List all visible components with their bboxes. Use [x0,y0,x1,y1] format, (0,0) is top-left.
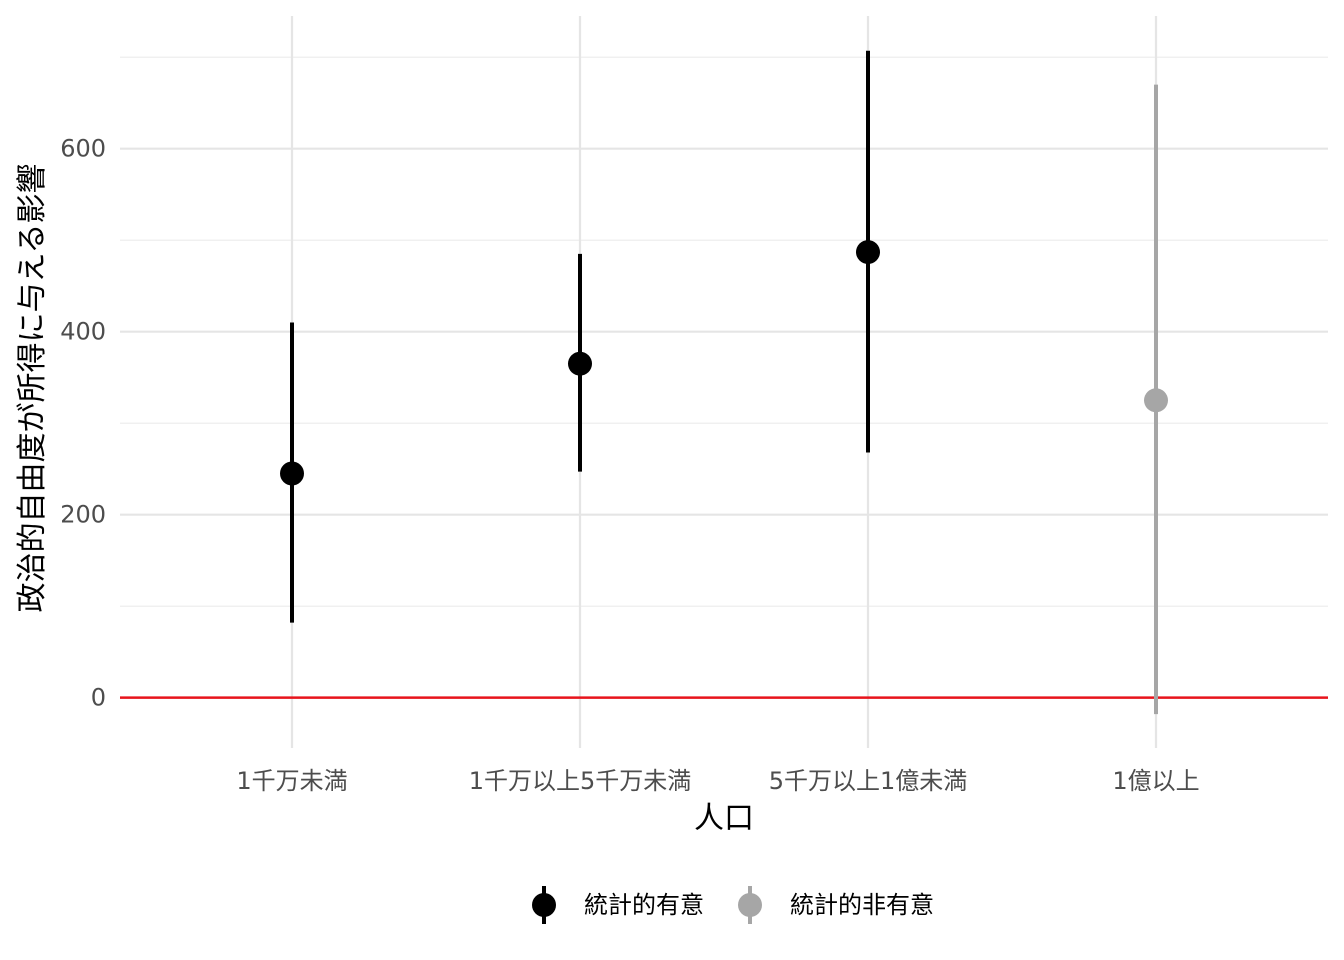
point-ranges [280,50,1168,715]
legend-key-point [738,893,762,917]
estimate-point [280,461,304,486]
major-gridlines [120,16,1328,748]
y-tick-labels: 0 200 400 600 [60,135,106,712]
y-tick-label: 0 [91,684,106,712]
estimate-point [1144,388,1168,413]
x-axis-title: 人口 [694,801,754,836]
legend: 統計的有意 統計的非有意 [532,886,934,924]
y-tick-label: 600 [60,135,106,163]
y-tick-label: 200 [60,501,106,529]
x-tick-label: 5千万以上1億未満 [769,767,968,795]
y-tick-label: 400 [60,318,106,346]
legend-label: 統計的有意 [584,891,704,919]
x-tick-label: 1千万未満 [236,767,347,795]
x-tick-label: 1億以上 [1112,767,1199,795]
y-axis-title: 政治的自由度が所得に与える影響 [15,163,50,612]
legend-label: 統計的非有意 [790,891,934,919]
legend-key-point [532,893,556,917]
estimate-point [856,240,880,265]
x-tick-labels: 1千万未満 1千万以上5千万未満 5千万以上1億未満 1億以上 [236,767,1199,795]
minor-gridlines [120,56,1328,607]
estimate-point [568,351,592,376]
x-tick-label: 1千万以上5千万未満 [469,767,692,795]
